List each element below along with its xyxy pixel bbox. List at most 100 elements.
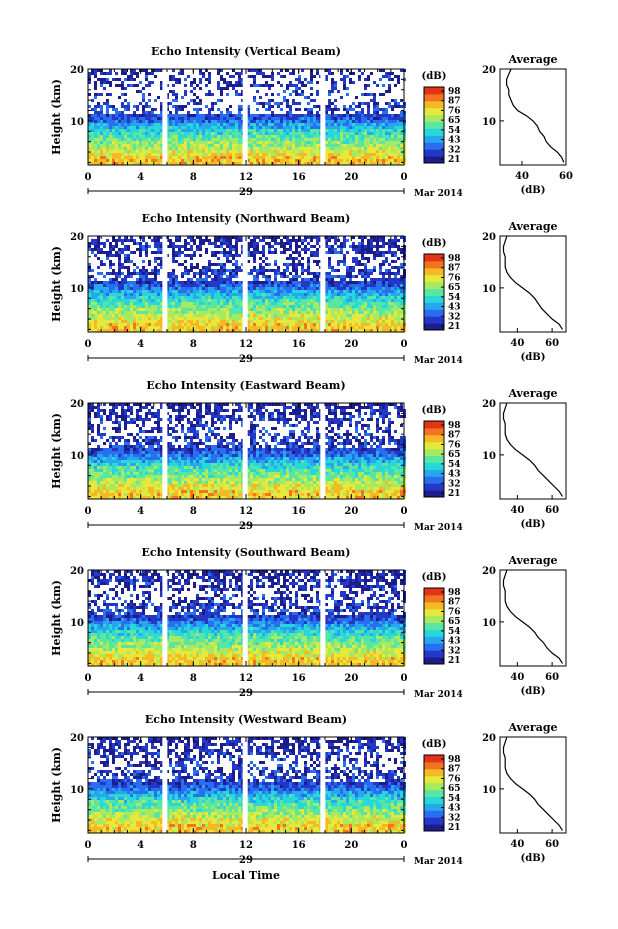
data-gap xyxy=(320,236,326,332)
date-label: Mar 2014 xyxy=(414,356,463,366)
profile-y-tick-label: 10 xyxy=(482,451,496,462)
y-axis-label: Height (km) xyxy=(50,79,63,155)
x-tick-label: 16 xyxy=(292,673,306,684)
profile-title: Average xyxy=(507,721,557,734)
colorbar-segment xyxy=(424,93,444,102)
profile-y-tick-label: 10 xyxy=(482,284,496,295)
panel-title: Echo Intensity (Vertical Beam) xyxy=(151,45,341,58)
y-tick-label: 10 xyxy=(70,785,84,796)
y-tick-label: 20 xyxy=(70,232,84,243)
heatmap-field xyxy=(88,69,406,165)
colorbar-segment xyxy=(424,490,444,498)
date-label: Mar 2014 xyxy=(414,523,463,533)
colorbar-segment xyxy=(424,142,444,150)
x-tick-label: 4 xyxy=(137,339,144,350)
colorbar-tick-label: 32 xyxy=(448,479,461,489)
colorbar-segment xyxy=(424,288,444,296)
x-tick-label: 0 xyxy=(401,339,408,350)
panel-1: Echo Intensity (Vertical Beam) 10 20 Height… xyxy=(50,45,573,199)
y-tick-label: 20 xyxy=(70,733,84,744)
profile-x-tick-label: 60 xyxy=(545,338,559,349)
x-tick-label: 0 xyxy=(401,172,408,183)
colorbar-segment xyxy=(424,434,444,443)
colorbar-segment xyxy=(424,761,444,770)
colorbar-unit: (dB) xyxy=(422,739,447,750)
profile-title: Average xyxy=(507,554,557,567)
colorbar-segment xyxy=(424,601,444,610)
colorbar-tick-label: 54 xyxy=(448,293,461,303)
colorbar-unit: (dB) xyxy=(422,238,447,249)
colorbar-tick-label: 98 xyxy=(448,588,461,598)
colorbar-tick-label: 76 xyxy=(448,774,461,784)
colorbar-segment xyxy=(424,295,444,303)
colorbar-tick-label: 43 xyxy=(448,136,461,146)
colorbar-segment xyxy=(424,608,444,617)
day-label: 29 xyxy=(239,521,253,532)
profile-line xyxy=(502,235,564,330)
profile-x-tick-label: 40 xyxy=(510,505,524,516)
colorbar-segment xyxy=(424,427,444,436)
colorbar-segment xyxy=(424,421,444,429)
colorbar-segment xyxy=(424,782,444,791)
colorbar-tick-label: 76 xyxy=(448,607,461,617)
profile-x-tick-label: 60 xyxy=(545,505,559,516)
colorbar-tick-label: 21 xyxy=(448,322,461,332)
colorbar-segment xyxy=(424,87,444,95)
panel-3: Echo Intensity (Eastward Beam) 10 20 Height… xyxy=(50,379,567,533)
profile-line xyxy=(502,569,564,664)
profile-frame xyxy=(499,736,567,834)
data-gap xyxy=(320,69,326,165)
colorbar-segment xyxy=(424,316,444,324)
colorbar-segment xyxy=(424,629,444,637)
x-tick-label: 12 xyxy=(239,172,253,183)
panel-title: Echo Intensity (Northward Beam) xyxy=(142,212,351,225)
colorbar-tick-label: 54 xyxy=(448,126,461,136)
y-tick-label: 10 xyxy=(70,284,84,295)
profile-frame xyxy=(499,68,567,166)
profile-x-tick-label: 60 xyxy=(545,672,559,683)
colorbar-segment xyxy=(424,135,444,143)
colorbar-segment xyxy=(424,323,444,331)
y-tick-label: 20 xyxy=(70,566,84,577)
profile-x-axis-label: (dB) xyxy=(521,853,546,864)
y-tick-label: 10 xyxy=(70,618,84,629)
data-gap xyxy=(242,737,248,833)
colorbar-segment xyxy=(424,796,444,804)
data-gap xyxy=(162,236,168,332)
panel-title: Echo Intensity (Southward Beam) xyxy=(142,546,351,559)
colorbar-frame xyxy=(423,587,445,665)
x-tick-label: 16 xyxy=(292,506,306,517)
x-tick-label: 8 xyxy=(190,506,197,517)
colorbar-tick-label: 87 xyxy=(448,765,461,775)
x-axis-label: Local Time xyxy=(212,869,280,882)
y-tick-label: 10 xyxy=(70,117,84,128)
colorbar-tick-label: 98 xyxy=(448,755,461,765)
data-gap xyxy=(320,570,326,666)
x-tick-label: 8 xyxy=(190,840,197,851)
colorbar-tick-label: 32 xyxy=(448,145,461,155)
profile-x-axis-label: (dB) xyxy=(521,686,546,697)
colorbar-tick-label: 98 xyxy=(448,421,461,431)
colorbar-segment xyxy=(424,254,444,262)
colorbar-segment xyxy=(424,824,444,832)
profile-line xyxy=(502,736,564,831)
colorbar-segment xyxy=(424,149,444,157)
colorbar-tick-label: 98 xyxy=(448,254,461,264)
colorbar-segment xyxy=(424,448,444,457)
profile-x-tick-label: 40 xyxy=(510,672,524,683)
profile-y-tick-label: 20 xyxy=(482,566,496,577)
x-tick-label: 20 xyxy=(344,840,358,851)
x-tick-label: 16 xyxy=(292,172,306,183)
colorbar-tick-label: 32 xyxy=(448,813,461,823)
colorbar-tick-label: 87 xyxy=(448,97,461,107)
colorbar-segment xyxy=(424,274,444,283)
colorbar-tick-label: 87 xyxy=(448,598,461,608)
colorbar-tick-label: 43 xyxy=(448,804,461,814)
x-tick-label: 4 xyxy=(137,673,144,684)
x-tick-label: 12 xyxy=(239,506,253,517)
colorbar-segment xyxy=(424,615,444,624)
colorbar-frame xyxy=(423,754,445,832)
profile-y-tick-label: 20 xyxy=(482,733,496,744)
colorbar-tick-label: 54 xyxy=(448,627,461,637)
profile-y-tick-label: 20 xyxy=(482,232,496,243)
